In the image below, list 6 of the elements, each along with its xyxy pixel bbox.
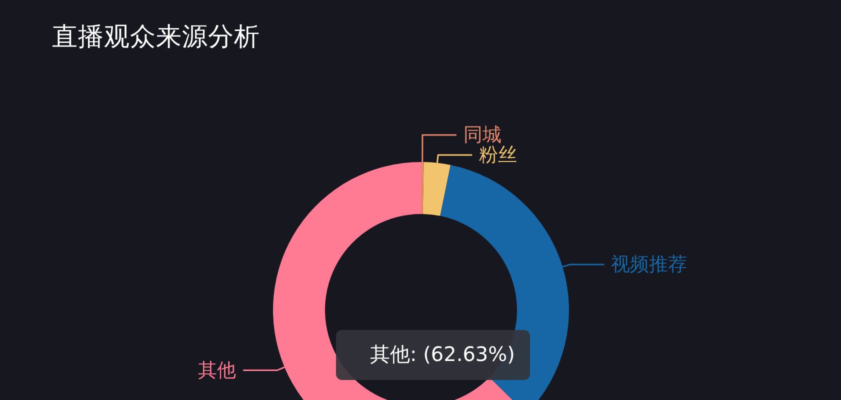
slice-label: 粉丝	[479, 144, 518, 166]
chart-title: 直播观众来源分析	[52, 22, 260, 52]
text: 其他: (62.63%)	[370, 342, 515, 366]
slice-label: 其他	[198, 359, 236, 382]
slice-label: 同城	[463, 124, 502, 146]
slice-label: 视频推荐	[611, 253, 688, 276]
